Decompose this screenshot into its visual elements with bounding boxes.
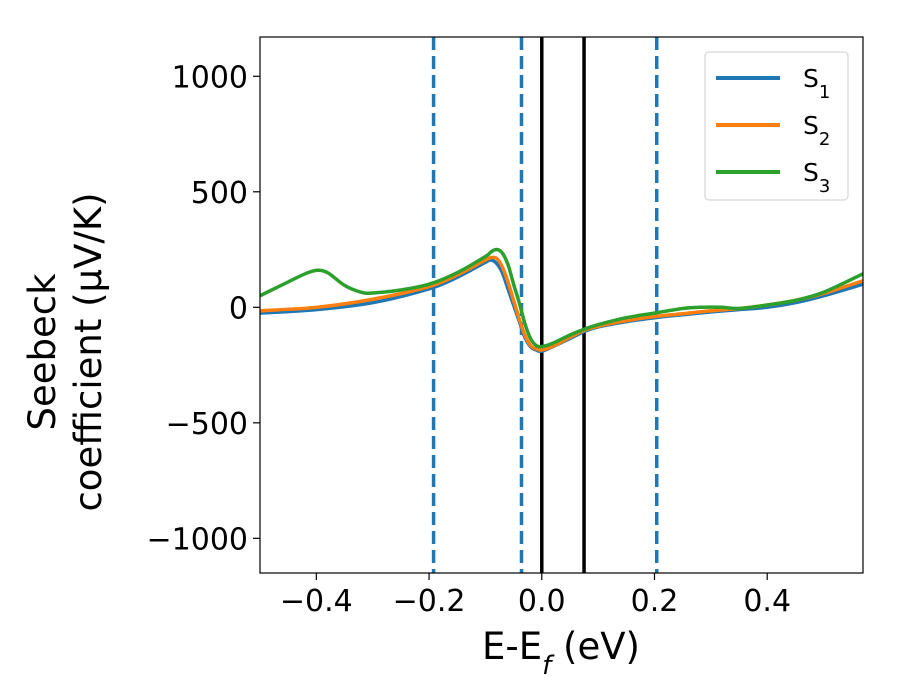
y-axis-title-line1: Seebeck: [21, 273, 64, 431]
y-axis-ticks: 1000 500 0 −500 −1000: [147, 60, 260, 557]
series-line-2: [260, 255, 863, 352]
series-line-3: [260, 247, 863, 349]
x-axis-ticks: −0.4 −0.2 0.0 0.2 0.4: [280, 573, 791, 619]
x-tick-label: 0.2: [631, 584, 679, 619]
legend-label-3: S3: [803, 158, 830, 197]
x-tick-label: 0.0: [518, 584, 566, 619]
y-axis-title-line2: coefficient (μV/K): [67, 192, 110, 511]
y-tick-label: 500: [191, 176, 248, 211]
x-axis-title: E-Ef (eV): [482, 625, 640, 681]
x-tick-label: −0.4: [280, 584, 353, 619]
reference-lines: [431, 37, 659, 573]
plot-frame: [259, 36, 864, 574]
y-tick-label: 0: [229, 291, 248, 326]
legend: S1 S2 S3: [704, 51, 849, 201]
legend-label-1: S1: [803, 64, 830, 103]
x-tick-label: 0.4: [743, 584, 791, 619]
legend-label-2: S2: [803, 111, 830, 150]
y-tick-label: −500: [166, 407, 248, 442]
series-lines: [260, 247, 863, 354]
y-tick-label: 1000: [172, 60, 248, 95]
y-tick-label: −1000: [147, 522, 248, 557]
x-tick-label: −0.2: [393, 584, 466, 619]
